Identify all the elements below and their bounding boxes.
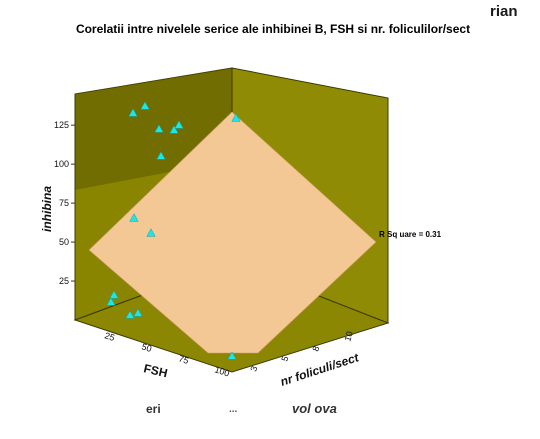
data-point-marker [231,113,241,122]
z-tick-label: 5 [279,355,290,363]
footer-fragment-2: ... [229,404,238,415]
x-axis-fsh: 25 50 75 100 [103,330,230,378]
y-tick-label: 100 [54,159,69,169]
data-point-marker [154,124,164,133]
z-tick-label: 8 [310,345,321,353]
data-point-marker [129,213,139,222]
chart-title: Corelatii intre nivelele serice ale inhi… [76,22,470,36]
data-point-marker [146,228,156,237]
footer-fragment-3: vol ova [292,401,337,416]
data-point-marker [140,101,150,110]
z-tick-label: 3 [248,365,259,373]
z-axis-foliculi: 3 5 8 10 [248,330,355,373]
y-axis: 25 50 75 100 125 [54,94,76,320]
y-tick-label: 75 [59,198,69,208]
x-tick-label: 100 [213,364,230,378]
x-axis-title: FSH [142,361,169,380]
data-points [106,101,241,360]
y-tick-label: 25 [59,276,69,286]
z-tick-label: 10 [342,330,355,343]
y-tick-label: 125 [54,120,69,130]
data-point-marker [227,351,237,360]
data-point-marker [133,308,143,317]
data-point-marker [125,310,135,319]
data-point-marker [169,125,179,134]
footer-fragment-1: eri [146,402,161,416]
y-tick-label: 50 [59,237,69,247]
data-point-marker [109,290,119,299]
x-tick-label: 25 [103,330,116,343]
data-point-marker [174,120,184,129]
header-fragment-text: rian [490,3,518,20]
data-point-marker [156,151,166,160]
regression-plane [88,111,377,354]
x-tick-label: 75 [177,353,190,366]
data-point-marker [106,297,116,306]
r-square-annotation: R Sq uare = 0.31 [379,230,442,239]
x-tick-label: 50 [140,341,153,354]
y-axis-title: inhibina [40,186,54,232]
data-point-marker [128,108,138,117]
z-axis-title: nr foliculi/sect [279,350,362,389]
